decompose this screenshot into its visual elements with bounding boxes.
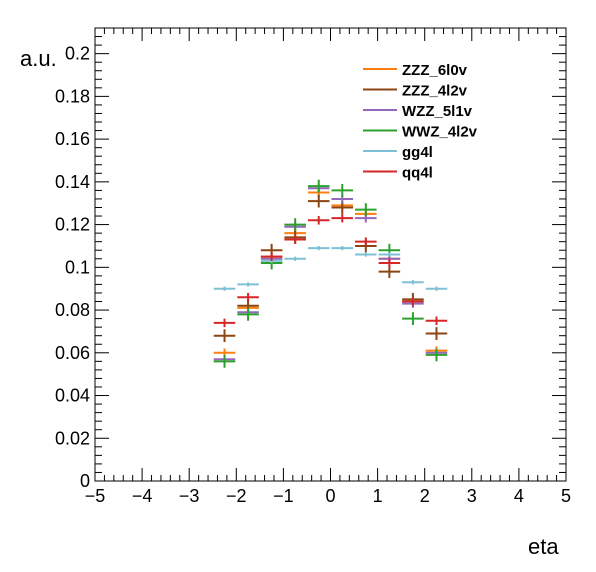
data-point xyxy=(307,216,330,225)
tick-labels: −5 −4 −3 −2 −1 0 1 2 3 4 5 0 0.02 0.04 0.06 0.08 0.1 0.12… xyxy=(55,44,571,506)
y-tick-label: 0.2 xyxy=(65,44,90,64)
data-point xyxy=(331,245,354,251)
legend: ZZZ_6l0v ZZZ_4l2v WZZ_5l1v WWZ_4l2v gg4l qq4l xyxy=(363,62,478,182)
y-tick-label: 0.08 xyxy=(55,300,90,320)
data-point xyxy=(284,218,306,231)
plot-frame xyxy=(94,27,567,482)
series-ZZZ_6l0v xyxy=(213,188,448,358)
data-point xyxy=(331,183,354,197)
y-tick-label: 0.12 xyxy=(55,215,90,235)
axis-ticks xyxy=(94,27,567,482)
data-series xyxy=(213,179,448,368)
data-point xyxy=(213,329,236,343)
data-point xyxy=(213,354,236,368)
y-axis-title: a.u. xyxy=(20,46,57,71)
data-point xyxy=(402,297,424,306)
legend-item: WZZ_5l1v xyxy=(363,103,473,120)
y-tick-label: 0.18 xyxy=(55,86,90,106)
data-point xyxy=(307,194,330,208)
x-tick-label: 3 xyxy=(467,486,477,506)
data-point xyxy=(260,252,283,261)
data-point xyxy=(378,252,401,257)
x-tick-label: −1 xyxy=(273,486,294,506)
x-axis-title: eta xyxy=(528,534,559,559)
legend-item: ZZZ_4l2v xyxy=(363,83,468,100)
x-tick-label: −3 xyxy=(179,486,200,506)
series-gg4l xyxy=(213,245,448,291)
y-tick-label: 0.1 xyxy=(65,257,90,277)
data-point xyxy=(378,258,401,268)
data-point xyxy=(237,282,259,287)
legend-label: WZZ_5l1v xyxy=(402,103,473,120)
legend-label: WWZ_4l2v xyxy=(402,124,478,141)
x-tick-label: −2 xyxy=(226,486,247,506)
y-tick-label: 0 xyxy=(80,471,90,491)
legend-item: WWZ_4l2v xyxy=(363,124,478,141)
data-point xyxy=(307,245,330,251)
data-point xyxy=(213,318,236,328)
data-point xyxy=(355,237,377,246)
data-point xyxy=(284,256,306,261)
data-point xyxy=(355,252,377,257)
series-qq4l xyxy=(213,213,448,328)
x-tick-label: −5 xyxy=(85,486,106,506)
y-tick-label: 0.14 xyxy=(55,172,90,192)
data-point xyxy=(355,203,377,217)
legend-label: gg4l xyxy=(402,144,433,161)
series-WZZ_5l1v xyxy=(213,183,448,364)
data-point xyxy=(425,348,448,362)
legend-label: ZZZ_6l0v xyxy=(402,62,468,79)
series-WWZ_4l2v xyxy=(213,179,448,368)
x-tick-label: 5 xyxy=(561,486,571,506)
legend-item: gg4l xyxy=(363,144,433,161)
data-point xyxy=(331,213,354,223)
data-point xyxy=(213,286,236,291)
legend-label: ZZZ_4l2v xyxy=(402,83,468,100)
data-point xyxy=(307,179,330,193)
x-tick-label: 1 xyxy=(373,486,383,506)
legend-item: qq4l xyxy=(363,165,433,182)
data-point xyxy=(402,280,424,285)
data-point xyxy=(402,312,424,326)
data-point xyxy=(237,292,259,302)
x-tick-label: 0 xyxy=(325,486,335,506)
data-point xyxy=(284,235,306,244)
legend-item: ZZZ_6l0v xyxy=(363,62,468,79)
data-point xyxy=(425,286,448,291)
y-tick-label: 0.02 xyxy=(55,428,90,448)
legend-label: qq4l xyxy=(402,165,433,182)
y-tick-label: 0.06 xyxy=(55,343,90,363)
x-tick-label: 2 xyxy=(420,486,430,506)
y-tick-label: 0.16 xyxy=(55,129,90,149)
data-point xyxy=(425,327,448,340)
data-point xyxy=(425,316,448,326)
y-tick-label: 0.04 xyxy=(55,386,90,406)
x-tick-label: 4 xyxy=(514,486,524,506)
x-tick-label: −4 xyxy=(132,486,153,506)
data-point xyxy=(237,307,259,321)
